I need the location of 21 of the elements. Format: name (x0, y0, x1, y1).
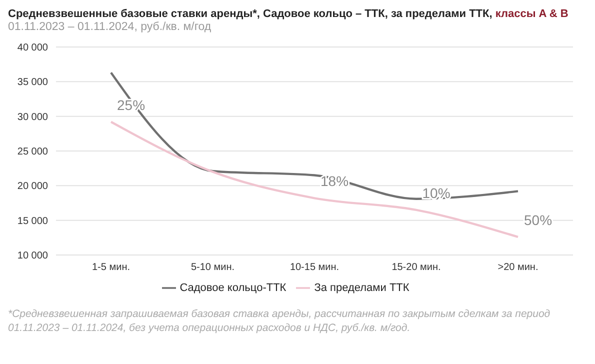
annotation: 50% (524, 212, 552, 228)
line-series (110, 72, 520, 200)
y-tick-label: 25 000 (17, 146, 48, 158)
y-tick-label: 20 000 (17, 181, 48, 192)
x-tick-label: 5-10 мин. (190, 262, 235, 274)
annotation: 10% (422, 184, 450, 201)
legend-label: Садовое кольцо-ТТК (180, 282, 286, 294)
chart-subtitle: 01.11.2023 – 01.11.2024, руб./кв. м/год (8, 21, 212, 33)
legend-label: За пределами ТТК (314, 282, 410, 294)
x-tick-label: 1-5 мин. (92, 262, 130, 274)
line-series (110, 120, 520, 238)
text: *Средневзвешенная запрашиваемая базовая ставка аренды, рассчитанная по закрытым сделкам за период 01.11.2023 – 01.11.2024, без учета операционных расходов и НДС, руб./кв. м/год. (8, 307, 552, 336)
chart-title: Средневзвешенные базовые ставки аренды*, Садовое кольцо – ТТК, за пределами ТТК, классы A & B (8, 8, 568, 20)
y-tick-label: 15 000 (17, 216, 48, 227)
y-tick-label: 40 000 (17, 42, 48, 54)
y-tick-label: 35 000 (17, 77, 48, 88)
y-tick-label: 10 000 (17, 250, 48, 262)
x-tick-label: 15-20 мин. (392, 262, 441, 274)
x-tick-label: >20 мин. (498, 262, 538, 274)
x-tick-label: 10-15 мин. (290, 262, 340, 274)
y-tick-label: 30 000 (17, 112, 48, 123)
